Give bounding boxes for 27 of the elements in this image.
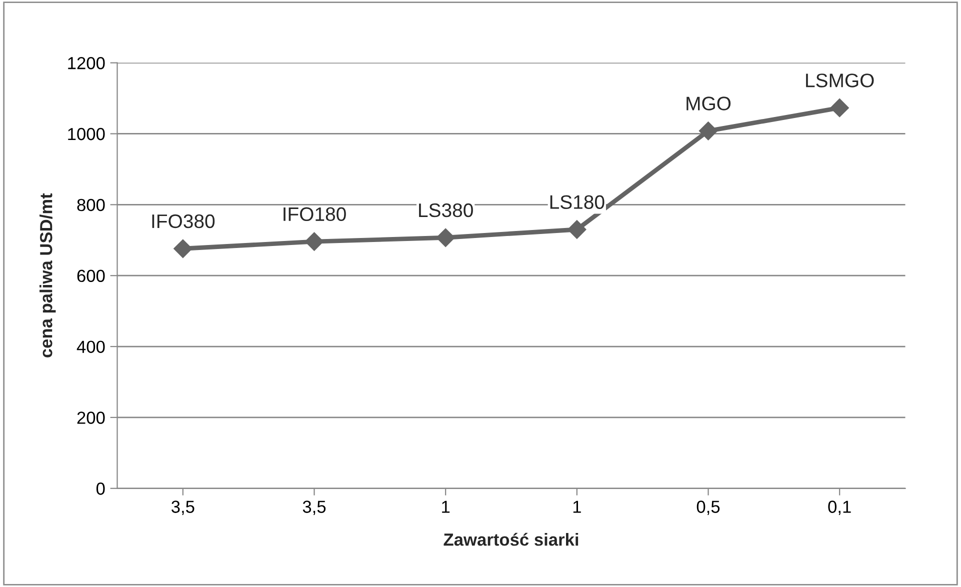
annotation: LS180: [550, 195, 604, 209]
point: [568, 220, 586, 239]
annotation: IFO180: [284, 207, 346, 222]
point: [698, 122, 718, 140]
y-tick-label: 0: [96, 482, 105, 495]
x-tick-label: 0,1: [828, 500, 851, 515]
x-tick-label: 1: [573, 500, 581, 513]
annotation: MGO: [686, 96, 731, 110]
x-tick-label: 1: [442, 500, 450, 513]
x-axis-title: Zawartość siarki: [444, 532, 578, 546]
y-axis-title: cena paliwa USD/mt: [40, 193, 56, 358]
annotation: LSMGO: [806, 74, 874, 88]
y-tick-label: 800: [77, 198, 105, 212]
point: [436, 228, 455, 248]
y-tick-label: 1200: [68, 56, 105, 70]
point: [830, 98, 849, 118]
point: [304, 232, 324, 251]
annotation: IFO380: [152, 214, 215, 228]
y-tick-label: 1000: [68, 128, 105, 140]
x-tick-label: 0,5: [696, 500, 720, 515]
point: [174, 239, 192, 258]
x-tick-label: 3,5: [172, 500, 194, 515]
y-tick-label: 600: [77, 270, 105, 282]
y-tick-label: 400: [76, 340, 105, 353]
y-tick-label: 200: [77, 412, 105, 424]
annotation: LS380: [419, 203, 473, 218]
x-tick-label: 3,5: [302, 500, 326, 515]
